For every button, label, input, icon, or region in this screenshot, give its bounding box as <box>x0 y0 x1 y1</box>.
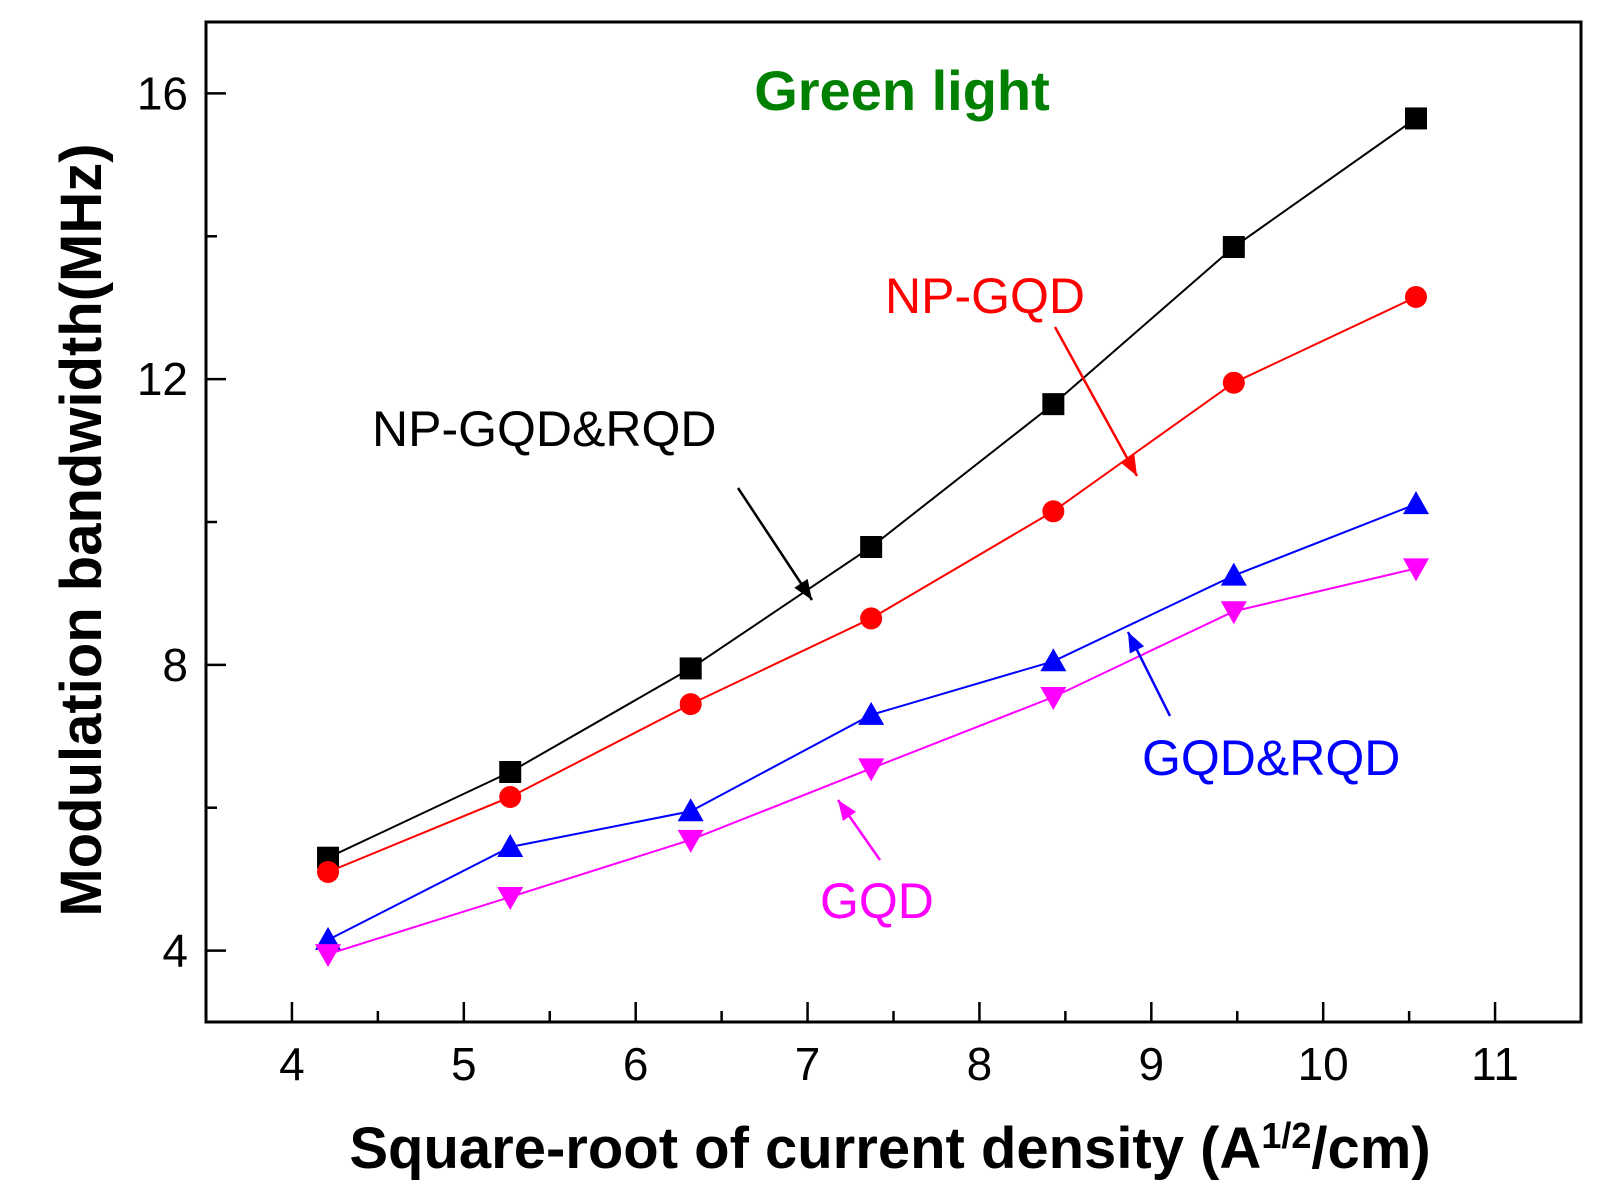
data-point-gqd <box>858 758 885 782</box>
data-point-gqd-rqd <box>1403 491 1429 515</box>
chart-title: Green light <box>754 59 1050 122</box>
arrow-np-gqd-rqd-head <box>794 578 812 600</box>
data-point-np-gqd-rqd <box>1222 236 1245 258</box>
data-point-np-gqd-rqd <box>1405 107 1427 130</box>
arrow-gqd-rqd-head <box>1128 632 1145 654</box>
arrow-gqd-head <box>838 800 857 821</box>
x-axis-title-end: /cm) <box>1311 1116 1430 1181</box>
x-axis-title: Square-root of current density (A1/2/cm) <box>349 1115 1430 1181</box>
data-point-np-gqd-rqd <box>499 761 522 783</box>
annotation-label-np-gqd: NP-GQD <box>885 268 1085 324</box>
x-tick-label: 5 <box>451 1038 477 1090</box>
data-point-np-gqd <box>679 693 702 716</box>
data-point-gqd-rqd <box>858 701 885 725</box>
x-tick-label: 11 <box>1471 1038 1519 1090</box>
data-point-gqd <box>1403 558 1429 582</box>
data-point-gqd-rqd <box>677 798 704 822</box>
data-point-np-gqd <box>499 786 522 808</box>
data-point-np-gqd-rqd <box>860 536 883 558</box>
x-tick-label: 10 <box>1298 1038 1349 1090</box>
annotation-layer <box>736 326 1172 861</box>
x-tick-label: 6 <box>623 1038 649 1090</box>
y-tick-label: 4 <box>162 925 188 977</box>
arrow-gqd <box>836 799 882 861</box>
arrow-np-gqd-head <box>1120 454 1137 476</box>
x-tick-label: 4 <box>279 1038 305 1090</box>
annotation-label-gqd-rqd: GQD&RQD <box>1142 730 1400 786</box>
data-point-gqd-rqd <box>315 926 342 950</box>
series-layer <box>315 107 1429 968</box>
y-tick-label: 16 <box>137 67 188 119</box>
data-point-np-gqd <box>1405 286 1427 308</box>
data-point-np-gqd-rqd <box>679 657 702 680</box>
data-point-np-gqd-rqd <box>1042 393 1065 416</box>
annotation-label-np-gqd-rqd: NP-GQD&RQD <box>372 401 716 457</box>
data-point-gqd-rqd <box>497 834 524 857</box>
y-axis-title: Modulation bandwidth(MHz) <box>49 143 114 916</box>
data-point-np-gqd <box>1222 371 1245 394</box>
arrow-np-gqd-rqd-shaft <box>736 487 814 601</box>
y-axis-ticks: 4 8 12 16 <box>137 67 226 977</box>
plot-area-frame <box>204 20 1583 1024</box>
y-tick-label: 12 <box>137 353 188 405</box>
y-tick-label: 8 <box>162 639 188 691</box>
series-gqd <box>315 558 1429 968</box>
arrow-gqd-rqd <box>1126 631 1172 717</box>
data-point-gqd-rqd <box>1040 648 1067 672</box>
data-point-np-gqd <box>1042 500 1065 523</box>
x-tick-label: 9 <box>1139 1038 1165 1090</box>
data-point-gqd <box>1220 601 1247 625</box>
arrow-np-gqd-rqd <box>736 487 814 601</box>
annotation-label-gqd: GQD <box>820 873 934 929</box>
arrow-np-gqd <box>1053 326 1139 477</box>
x-axis-title-main: Square-root of current density (A <box>349 1116 1261 1181</box>
data-point-gqd <box>497 887 524 910</box>
data-point-gqd <box>1040 687 1067 710</box>
data-point-gqd-rqd <box>1220 562 1247 586</box>
data-point-np-gqd <box>860 607 883 630</box>
data-point-np-gqd <box>317 861 340 883</box>
series-np-gqd <box>317 286 1427 883</box>
x-tick-label: 8 <box>967 1038 993 1090</box>
data-point-gqd <box>677 829 704 853</box>
x-tick-label: 7 <box>795 1038 821 1090</box>
series-gqd-rqd <box>315 491 1429 950</box>
x-axis-ticks: 4 5 6 7 8 9 10 11 <box>204 1002 1583 1090</box>
x-axis-title-superscript: 1/2 <box>1261 1115 1311 1156</box>
arrow-np-gqd-shaft <box>1053 326 1139 477</box>
data-point-gqd <box>315 944 342 968</box>
